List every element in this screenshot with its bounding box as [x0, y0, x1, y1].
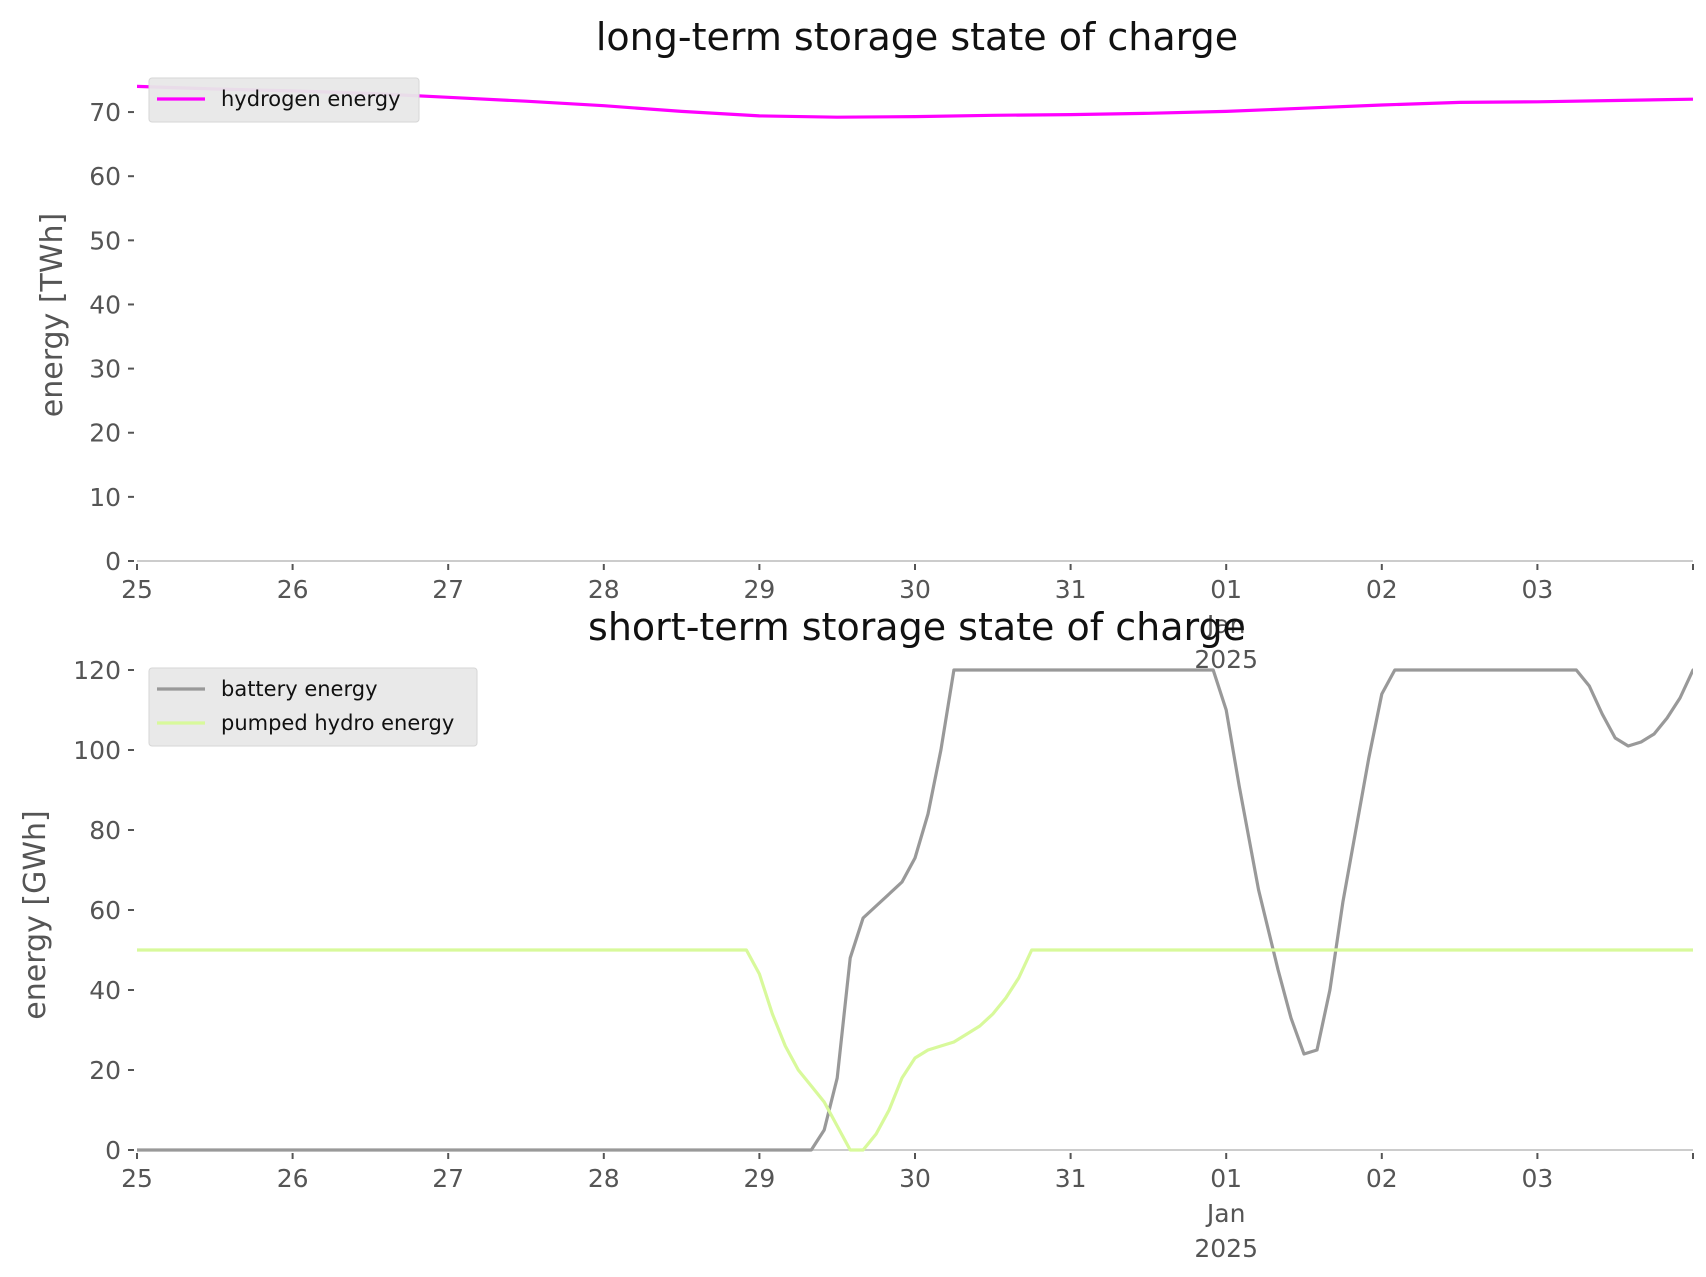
x-tick-label: 29	[743, 575, 775, 604]
x-tick-label: 31	[1055, 575, 1087, 604]
x-tick-label: 27	[432, 575, 464, 604]
x-tick-label: Jan	[1205, 1199, 1246, 1228]
x-tick-label: 30	[899, 1164, 931, 1193]
x-tick-label: 01	[1210, 575, 1242, 604]
y-tick-label: 70	[89, 98, 121, 127]
chart-title: short-term storage state of charge	[588, 605, 1246, 649]
x-tick-label: 02	[1366, 575, 1398, 604]
y-axis-label: energy [GWh]	[18, 810, 53, 1019]
y-tick-label: 50	[89, 226, 121, 255]
short-term-chart-panel: short-term storage state of charge energ…	[18, 605, 1694, 1263]
x-tick-label: 03	[1521, 1164, 1553, 1193]
y-tick-label: 0	[105, 1136, 121, 1165]
y-tick-label: 10	[89, 483, 121, 512]
axis-ticks: 0 20 40 60 80 100 120 25 26 27 28 29 30 31 01 Jan 2025 02…	[73, 656, 1694, 1263]
y-tick-label: 20	[89, 1056, 121, 1085]
x-tick-label: 2025	[1194, 1234, 1258, 1263]
x-tick-label: Jan	[1205, 610, 1246, 639]
y-tick-label: 60	[89, 896, 121, 925]
y-tick-label: 100	[73, 736, 121, 765]
chart-title: long-term storage state of charge	[596, 15, 1238, 59]
y-tick-label: 60	[89, 162, 121, 191]
y-tick-label: 40	[89, 290, 121, 319]
legend: hydrogen energy	[148, 77, 420, 123]
y-tick-label: 40	[89, 976, 121, 1005]
series-line-battery-energy	[137, 668, 1693, 1152]
y-tick-label: 30	[89, 355, 121, 384]
x-tick-label: 27	[432, 1164, 464, 1193]
y-tick-label: 80	[89, 816, 121, 845]
x-tick-label: 25	[121, 1164, 153, 1193]
x-tick-label: 25	[121, 575, 153, 604]
x-tick-label: 01	[1210, 1164, 1242, 1193]
long-term-chart-panel: long-term storage state of charge energy…	[35, 15, 1694, 674]
x-tick-label: 03	[1521, 575, 1553, 604]
y-tick-label: 120	[73, 656, 121, 685]
series-line-pumped-hydro-energy	[137, 948, 1693, 1152]
x-tick-label: 26	[277, 1164, 309, 1193]
x-tick-label: 02	[1366, 1164, 1398, 1193]
x-tick-label: 30	[899, 575, 931, 604]
y-axis-label: energy [TWh]	[35, 213, 70, 417]
legend-box	[148, 77, 420, 123]
legend-box	[148, 667, 478, 747]
x-tick-label: 28	[588, 1164, 620, 1193]
legend-label: pumped hydro energy	[221, 711, 454, 735]
legend-label: battery energy	[221, 677, 378, 701]
x-tick-label: 26	[277, 575, 309, 604]
plot-lines	[137, 668, 1693, 1152]
legend-label: hydrogen energy	[221, 87, 401, 111]
y-tick-label: 0	[105, 547, 121, 576]
x-tick-label: 31	[1055, 1164, 1087, 1193]
legend: battery energy pumped hydro energy	[148, 667, 478, 747]
x-tick-label: 28	[588, 575, 620, 604]
x-tick-label: 29	[743, 1164, 775, 1193]
y-tick-label: 20	[89, 419, 121, 448]
